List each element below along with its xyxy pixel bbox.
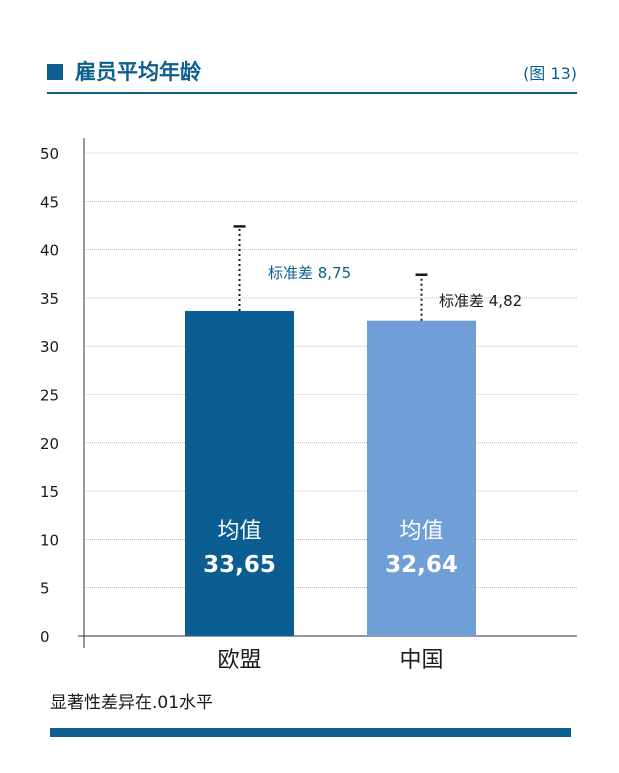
bar-mean-label: 均值 [399,519,443,544]
y-tick-label: 45 [40,193,59,211]
error-bar-label: 标准差 4,82 [439,292,522,310]
title-square-icon [47,64,63,80]
chart-title: 雇员平均年龄 [75,60,201,84]
bar-value-label: 32,64 [385,552,458,578]
y-tick-label: 20 [40,435,59,453]
header-divider [47,92,577,94]
y-tick-label: 0 [40,628,50,646]
figure-number: (图 13) [523,64,577,83]
significance-note: 显著性差异在.01水平 [50,693,214,713]
y-tick-label: 5 [40,580,50,598]
bar [367,320,476,636]
x-tick-label: 欧盟 [217,648,261,673]
y-tick-label: 25 [40,387,59,405]
bar-chart: 0 5 10 15 20 25 30 35 40 45 50 均值 33,65 标准差 8,75 欧盟 均值 3… [40,138,577,673]
y-tick-label: 40 [40,242,59,260]
bar-value-label: 33,65 [203,552,276,578]
x-tick-label: 中国 [399,648,443,673]
y-tick-label: 15 [40,483,59,501]
error-bar-label: 标准差 8,75 [268,264,351,282]
y-tick-label: 50 [40,145,59,163]
footer-bar [50,728,571,737]
bar [185,310,294,636]
y-tick-label: 35 [40,290,59,308]
y-tick-label: 10 [40,531,59,549]
y-tick-label: 30 [40,338,59,356]
bar-mean-label: 均值 [217,519,261,544]
chart-header: 雇员平均年龄 (图 13) [47,58,577,94]
